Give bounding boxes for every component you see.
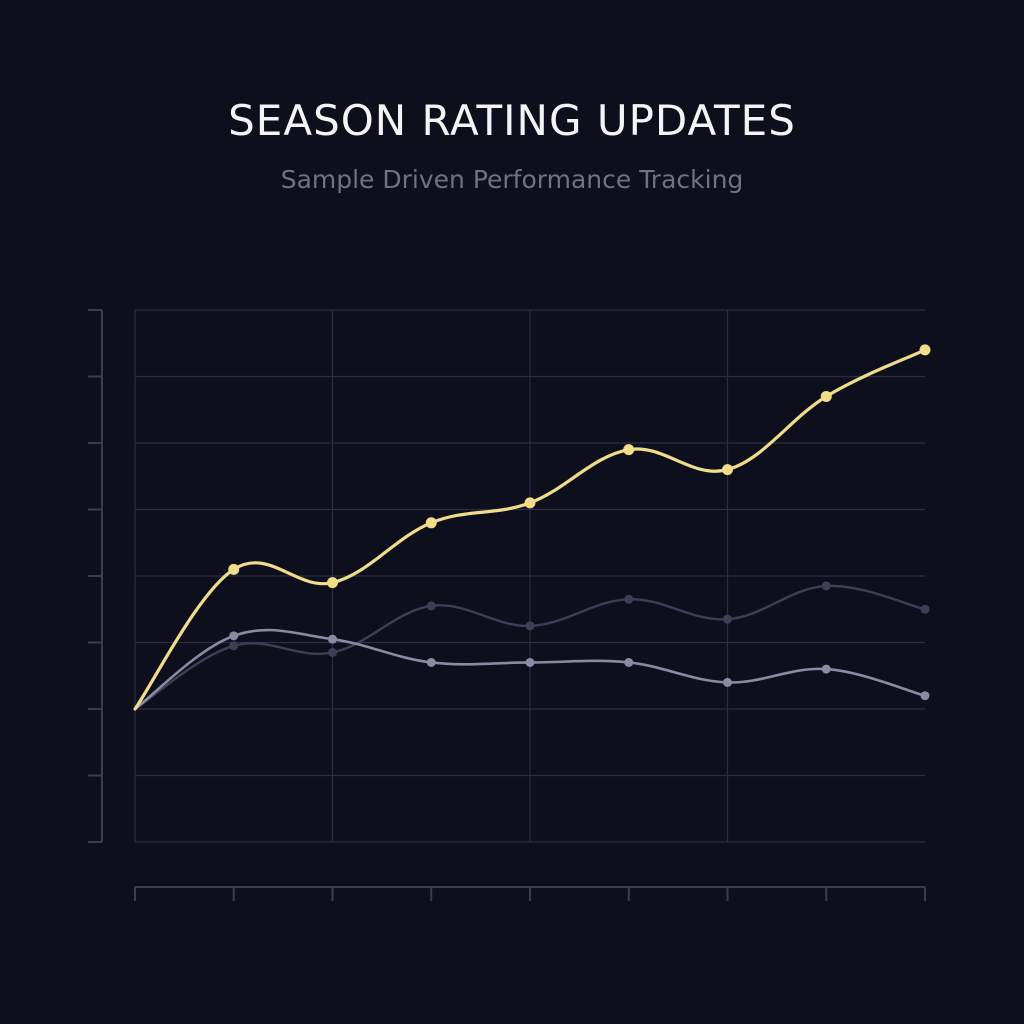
data-point-series-0 [228,563,240,575]
data-point-series-0 [919,344,931,356]
data-point-series-2 [229,641,239,651]
data-point-series-0 [425,517,437,529]
data-point-series-1 [920,691,930,701]
data-point-series-0 [623,444,635,456]
data-point-series-1 [229,631,239,641]
series-line-0 [133,348,927,711]
data-point-series-0 [820,390,832,402]
data-point-series-2 [821,581,831,591]
data-point-series-0 [524,497,536,509]
data-point-series-1 [624,657,634,667]
chart-title: SEASON RATING UPDATES [228,96,796,145]
data-point-series-2 [328,647,337,657]
data-point-series-1 [426,657,436,667]
data-point-series-1 [723,677,732,687]
data-point-series-2 [920,604,930,614]
data-point-series-1 [328,634,337,644]
chart-subtitle: Sample Driven Performance Tracking [280,165,744,194]
data-point-series-2 [624,594,634,604]
data-point-series-0 [722,464,733,476]
data-point-series-1 [821,664,831,674]
data-point-series-2 [525,621,535,631]
data-point-series-2 [426,601,436,611]
data-point-series-2 [723,614,732,624]
data-point-series-0 [327,577,338,589]
data-point-series-1 [525,657,535,667]
